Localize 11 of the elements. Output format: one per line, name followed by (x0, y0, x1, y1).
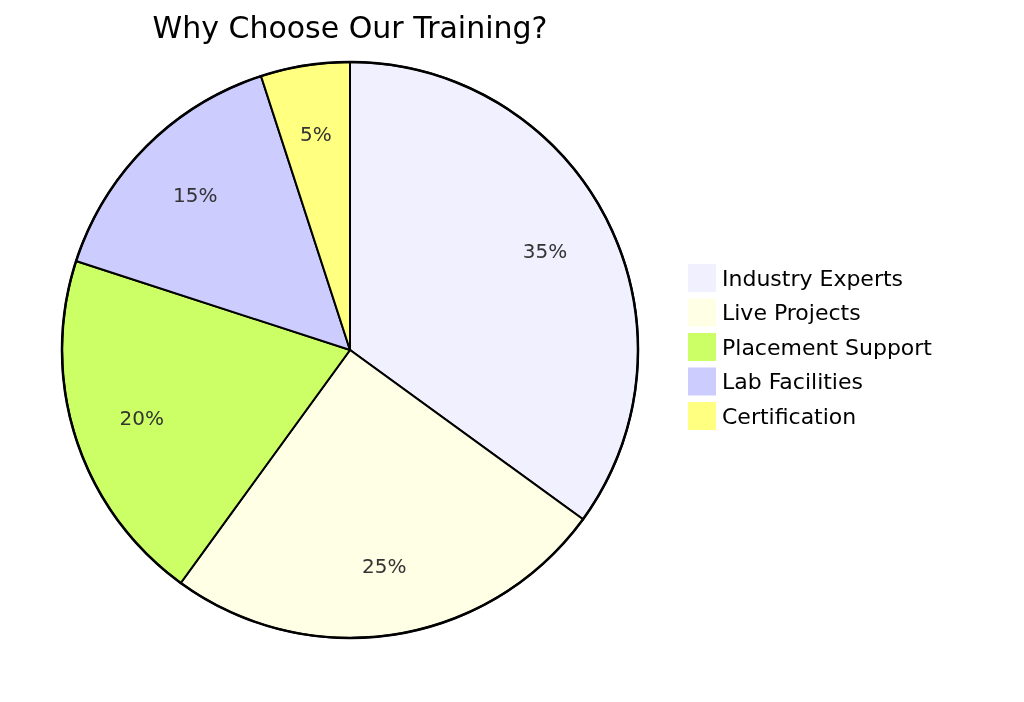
data-label: 25% (362, 554, 407, 579)
data-label: 35% (522, 238, 568, 263)
data-label: 15% (173, 183, 218, 208)
legend-label: Certification (722, 403, 857, 429)
slice-label: Industry Experts (722, 265, 904, 291)
chart-title: Why Choose Our Training? (152, 10, 548, 45)
legend-label: Live Projects (722, 300, 861, 325)
data-label: 20% (119, 405, 165, 430)
legend-label: Placement Support (722, 334, 933, 360)
legend-label: Lab Facilities (722, 369, 863, 394)
data-label: 5% (299, 121, 332, 146)
